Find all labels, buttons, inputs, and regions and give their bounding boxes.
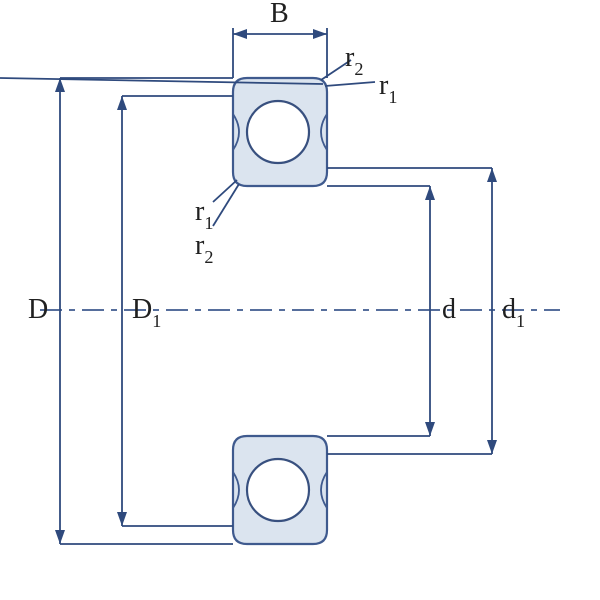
label-r2-upper: r2 [345,42,363,78]
label-r2-lower: r2 [195,230,213,266]
label-D1-main: D [132,294,152,325]
label-d: d [442,294,456,326]
label-d1-main: d [502,294,516,325]
label-r1-sub: 1 [388,87,397,107]
label-B: B [270,0,289,30]
label-d1-sub: 1 [516,311,525,331]
label-D: D [28,294,48,326]
label-r1-upper: r1 [379,70,397,106]
label-r2-sub: 2 [354,59,363,79]
label-r2l-sub: 2 [204,247,213,267]
label-D1-sub: 1 [152,311,161,331]
label-d1: d1 [502,294,525,330]
label-D1: D1 [132,294,161,330]
label-r1-lower: r1 [195,196,213,232]
label-r1-main: r [379,70,388,101]
label-r1l-main: r [195,196,204,227]
label-r2-main: r [345,42,354,73]
bearing-dimension-diagram: B D D1 d d1 r1 r2 r1 r2 [0,0,600,600]
label-r2l-main: r [195,230,204,261]
